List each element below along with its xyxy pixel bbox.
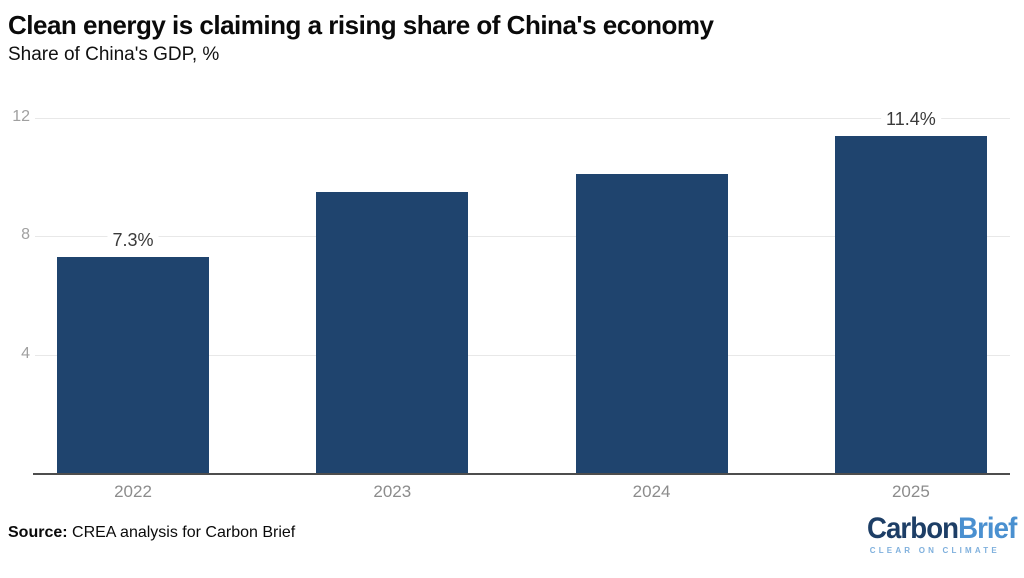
y-axis-tick-label: 4 (21, 344, 30, 362)
x-axis-tick-label: 2022 (114, 482, 152, 501)
source-note: Source: CREA analysis for Carbon Brief (8, 524, 295, 542)
chart-bar (57, 257, 209, 473)
chart-subtitle: Share of China's GDP, % (8, 44, 220, 65)
logo-carbon-text: Carbon (866, 512, 959, 545)
source-text: CREA analysis for Carbon Brief (67, 524, 296, 541)
chart-bar (575, 174, 728, 473)
chart-bar (834, 135, 987, 473)
bar-value-label: 11.4% (881, 108, 941, 130)
gridline (35, 118, 1010, 119)
logo-brief-text: Brief (957, 512, 1017, 545)
x-axis-tick-label: 2023 (373, 482, 412, 501)
y-axis-tick-label: 12 (12, 108, 30, 125)
chart-title: Clean energy is claiming a rising share … (8, 10, 714, 40)
x-axis-line (33, 473, 1010, 475)
gridline (35, 354, 1010, 356)
logo-tagline: CLEAR ON CLIMATE (869, 546, 1000, 555)
x-axis-tick-label: 2025 (891, 482, 930, 501)
x-axis-tick-label: 2024 (632, 482, 671, 501)
carbonbrief-logo: CarbonBrief CLEAR ON CLIMATE (854, 512, 1017, 555)
source-label: Source: (8, 524, 68, 541)
y-axis-tick-label: 8 (21, 226, 30, 244)
carbonbrief-wordmark: CarbonBrief (866, 512, 1017, 545)
chart-bar (316, 191, 469, 473)
bar-value-label: 7.3% (107, 230, 159, 252)
gridline (35, 236, 1010, 238)
